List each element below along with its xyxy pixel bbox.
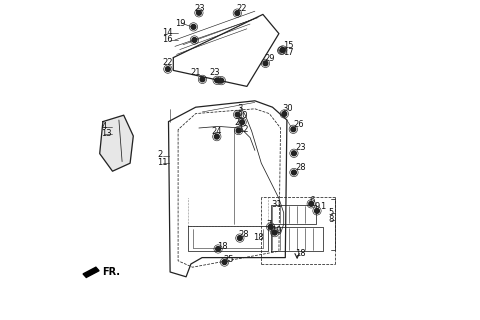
Text: 25: 25 [222,255,233,264]
Circle shape [281,112,286,116]
Circle shape [237,236,242,241]
Text: 7: 7 [265,220,271,229]
Text: 18: 18 [295,249,306,258]
Text: 10: 10 [271,226,281,235]
Circle shape [263,61,267,66]
Circle shape [308,202,313,206]
Text: 21: 21 [190,68,200,77]
Circle shape [214,134,219,139]
Text: 3: 3 [237,104,242,113]
Text: 30: 30 [281,104,292,113]
Text: 29: 29 [264,54,275,63]
Circle shape [214,78,219,83]
Text: 22: 22 [162,58,172,67]
Text: 1: 1 [319,202,324,211]
Circle shape [235,112,240,117]
Circle shape [165,67,170,72]
Text: 22: 22 [236,4,246,13]
Text: 5: 5 [328,208,333,217]
Polygon shape [99,115,133,171]
Circle shape [291,151,296,156]
Text: 18: 18 [252,233,263,242]
Text: 28: 28 [238,230,248,239]
Text: 9: 9 [313,202,319,211]
Circle shape [314,209,319,213]
Text: 24: 24 [211,127,222,136]
Text: 14: 14 [161,28,172,36]
Circle shape [279,49,282,52]
Circle shape [200,77,204,82]
Text: 18: 18 [217,242,228,251]
Circle shape [196,11,201,15]
Circle shape [222,260,227,264]
Text: 2: 2 [157,150,162,159]
Text: FR.: FR. [102,267,120,277]
Circle shape [215,246,220,252]
Circle shape [236,128,240,133]
Text: 15: 15 [282,41,293,50]
Text: 23: 23 [295,143,306,152]
Text: 19: 19 [175,19,185,28]
Text: 17: 17 [282,48,293,57]
Circle shape [192,38,196,43]
Text: 26: 26 [293,120,303,129]
Circle shape [290,127,295,132]
Text: 28: 28 [295,163,306,172]
Text: 20: 20 [237,111,247,120]
Circle shape [272,230,276,235]
Text: 16: 16 [161,35,172,44]
Text: 8: 8 [328,215,333,224]
Circle shape [291,170,296,175]
Text: 11: 11 [157,158,168,167]
Text: 4: 4 [101,122,107,131]
Text: 23: 23 [209,68,220,77]
Polygon shape [83,267,99,277]
Text: 13: 13 [101,129,112,138]
Circle shape [280,48,285,52]
Circle shape [234,11,239,16]
Circle shape [191,25,195,29]
Circle shape [218,78,223,83]
Text: 23: 23 [194,4,204,13]
Text: 27: 27 [234,118,245,127]
Circle shape [268,225,273,229]
Circle shape [239,120,244,125]
Text: 6: 6 [309,196,314,204]
Text: 31: 31 [271,200,282,209]
Text: 12: 12 [238,125,249,134]
